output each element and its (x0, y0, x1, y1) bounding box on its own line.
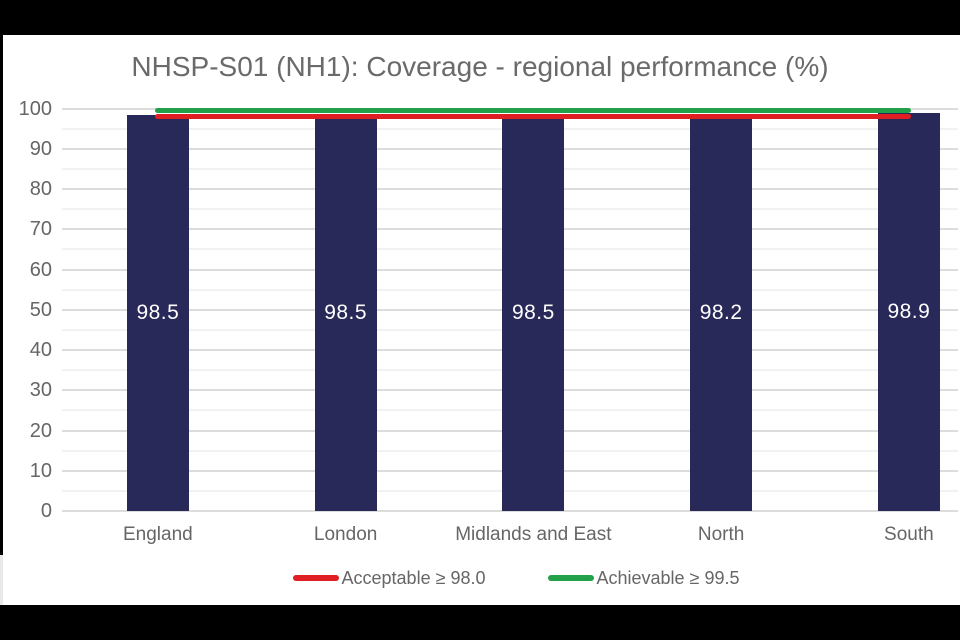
y-axis-tick-label: 30 (29, 379, 52, 402)
x-axis-label-south: South (884, 524, 934, 545)
legend-line-swatch-achievable (547, 575, 594, 581)
legend: Acceptable ≥ 98.0 Achievable ≥ 99.5 (72, 566, 960, 590)
gridline-major (62, 510, 958, 512)
bar-value-label: 98.9 (887, 299, 931, 323)
legend-item-acceptable: Acceptable ≥ 98.0 (292, 567, 486, 589)
frame-top-bar (0, 0, 960, 35)
y-axis-tick-label: 0 (40, 500, 52, 522)
legend-label: Achievable ≥ 99.5 (596, 567, 740, 588)
chart-title: NHSP-S01 (NH1): Coverage - regional perf… (131, 51, 829, 82)
x-axis-label-midlands-and-east: Midlands and East (455, 524, 612, 545)
y-axis-tick-label: 10 (29, 459, 52, 482)
y-axis-tick-label: 90 (29, 137, 52, 160)
x-axis-label-london: London (313, 524, 378, 545)
bar-value-label: 98.5 (511, 300, 555, 324)
y-axis-tick-label: 70 (29, 218, 52, 241)
y-axis-tick-label: 40 (29, 339, 52, 361)
bar-north: 98.2 (690, 115, 753, 511)
frame-left-strip-gray (0, 555, 3, 605)
bar-london: 98.5 (314, 114, 377, 511)
reference-line-acceptable (155, 114, 911, 120)
x-axis-label-north: North (697, 524, 745, 545)
bar-south: 98.9 (877, 112, 940, 511)
y-axis-tick-label: 80 (29, 178, 52, 200)
reference-line-achievable (155, 108, 911, 113)
bar-value-label: 98.5 (324, 300, 368, 324)
frame-left-strip (0, 35, 3, 555)
bar-england: 98.5 (126, 114, 189, 511)
legend-line-swatch-acceptable (292, 575, 339, 581)
bar-value-label: 98.5 (136, 300, 180, 324)
legend-label: Acceptable ≥ 98.0 (341, 567, 486, 588)
y-axis-tick-label: 60 (29, 258, 52, 281)
bar-value-label: 98.2 (699, 301, 743, 325)
y-axis-tick-label: 20 (29, 419, 52, 442)
frame-bottom-bar (0, 605, 960, 640)
y-axis-tick-label: 100 (18, 97, 52, 120)
x-axis-label-england: England (123, 524, 193, 545)
bar-midlands-and-east: 98.5 (502, 114, 565, 511)
y-axis-tick-label: 50 (29, 298, 52, 321)
legend-item-achievable: Achievable ≥ 99.5 (547, 567, 740, 589)
